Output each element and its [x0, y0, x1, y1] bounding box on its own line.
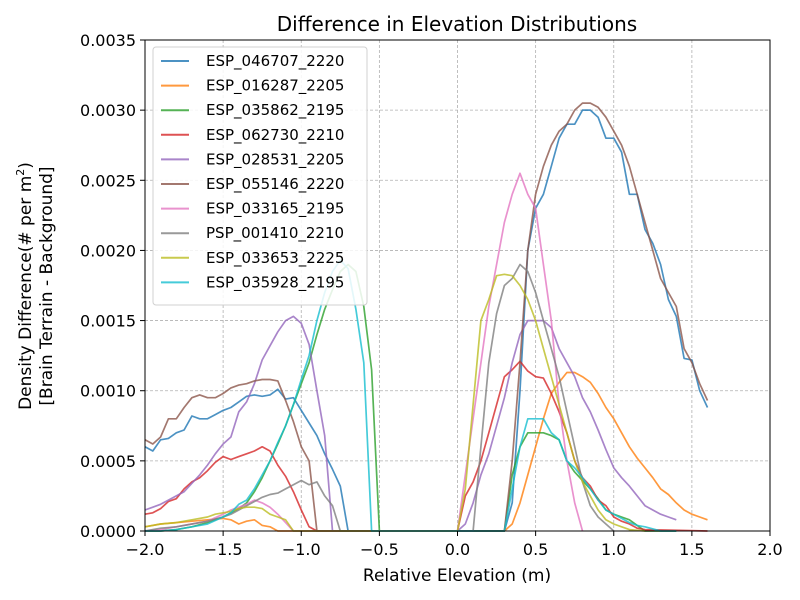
x-tick-label: 0.5 — [523, 540, 548, 559]
series-line-esp-033653-2225 — [144, 273, 646, 532]
series-line-esp-062730-2210 — [144, 360, 708, 532]
legend-label: PSP_001410_2210 — [206, 224, 344, 243]
legend-label: ESP_035862_2195 — [206, 101, 344, 120]
y-axis: 0.0000 0.0005 0.0010 0.0015 0.0020 0.0025 0.00… — [80, 31, 145, 541]
legend-label: ESP_016287_2205 — [206, 77, 344, 96]
x-tick-label: −1.5 — [204, 540, 243, 559]
x-tick-label: 2.0 — [757, 540, 782, 559]
series-line-esp-035928-2195 — [145, 259, 677, 532]
series-line-psp-001410-2210 — [144, 263, 615, 532]
legend-label: ESP_055146_2220 — [206, 175, 344, 194]
y-tick-label: 0.0005 — [80, 452, 136, 471]
y-axis-label: Density Difference(# per m2) — [14, 162, 36, 410]
series-line-esp-028531-2205 — [144, 315, 677, 532]
y-axis-label-close: ) — [16, 162, 36, 169]
legend-box — [152, 46, 368, 306]
legend: ESP_046707_2220 ESP_016287_2205 ESP_035862… — [152, 46, 368, 306]
x-axis: −2.0 −1.5 −1.0 −0.5 0.0 0.5 1.0 1.5 2.0 — [126, 531, 783, 559]
legend-label: ESP_033165_2195 — [206, 200, 344, 219]
x-axis-label: Relative Elevation (m) — [363, 566, 551, 586]
y-tick-label: 0.0010 — [80, 382, 136, 401]
x-tick-label: 1.5 — [679, 540, 704, 559]
legend-label: ESP_028531_2205 — [206, 150, 344, 169]
chart-title: Difference in Elevation Distributions — [277, 12, 637, 36]
legend-label: ESP_033653_2225 — [206, 249, 344, 268]
x-tick-label: −2.0 — [126, 540, 165, 559]
series-layer — [144, 102, 709, 532]
y-axis-label-superscript: 2 — [14, 169, 27, 176]
x-tick-label: 1.0 — [601, 540, 626, 559]
y-tick-label: 0.0000 — [80, 522, 136, 541]
x-tick-label: −0.5 — [360, 540, 399, 559]
series-line-esp-055146-2220 — [144, 102, 709, 532]
y-tick-label: 0.0030 — [80, 101, 136, 120]
y-axis-label-line2: [Brain Terrain - Background] — [37, 166, 57, 405]
y-axis-label-main: Density Difference(# per m — [16, 176, 36, 410]
y-tick-label: 0.0025 — [80, 171, 136, 190]
y-axis-label-group: Density Difference(# per m2) [Brain Terr… — [14, 162, 57, 410]
y-tick-label: 0.0020 — [80, 241, 136, 260]
legend-label: ESP_046707_2220 — [206, 52, 344, 71]
legend-label: ESP_062730_2210 — [206, 126, 344, 145]
x-tick-label: 0.0 — [445, 540, 470, 559]
y-tick-label: 0.0035 — [80, 31, 136, 50]
x-tick-label: −1.0 — [282, 540, 321, 559]
legend-label: ESP_035928_2195 — [206, 273, 344, 292]
y-tick-label: 0.0015 — [80, 312, 136, 331]
